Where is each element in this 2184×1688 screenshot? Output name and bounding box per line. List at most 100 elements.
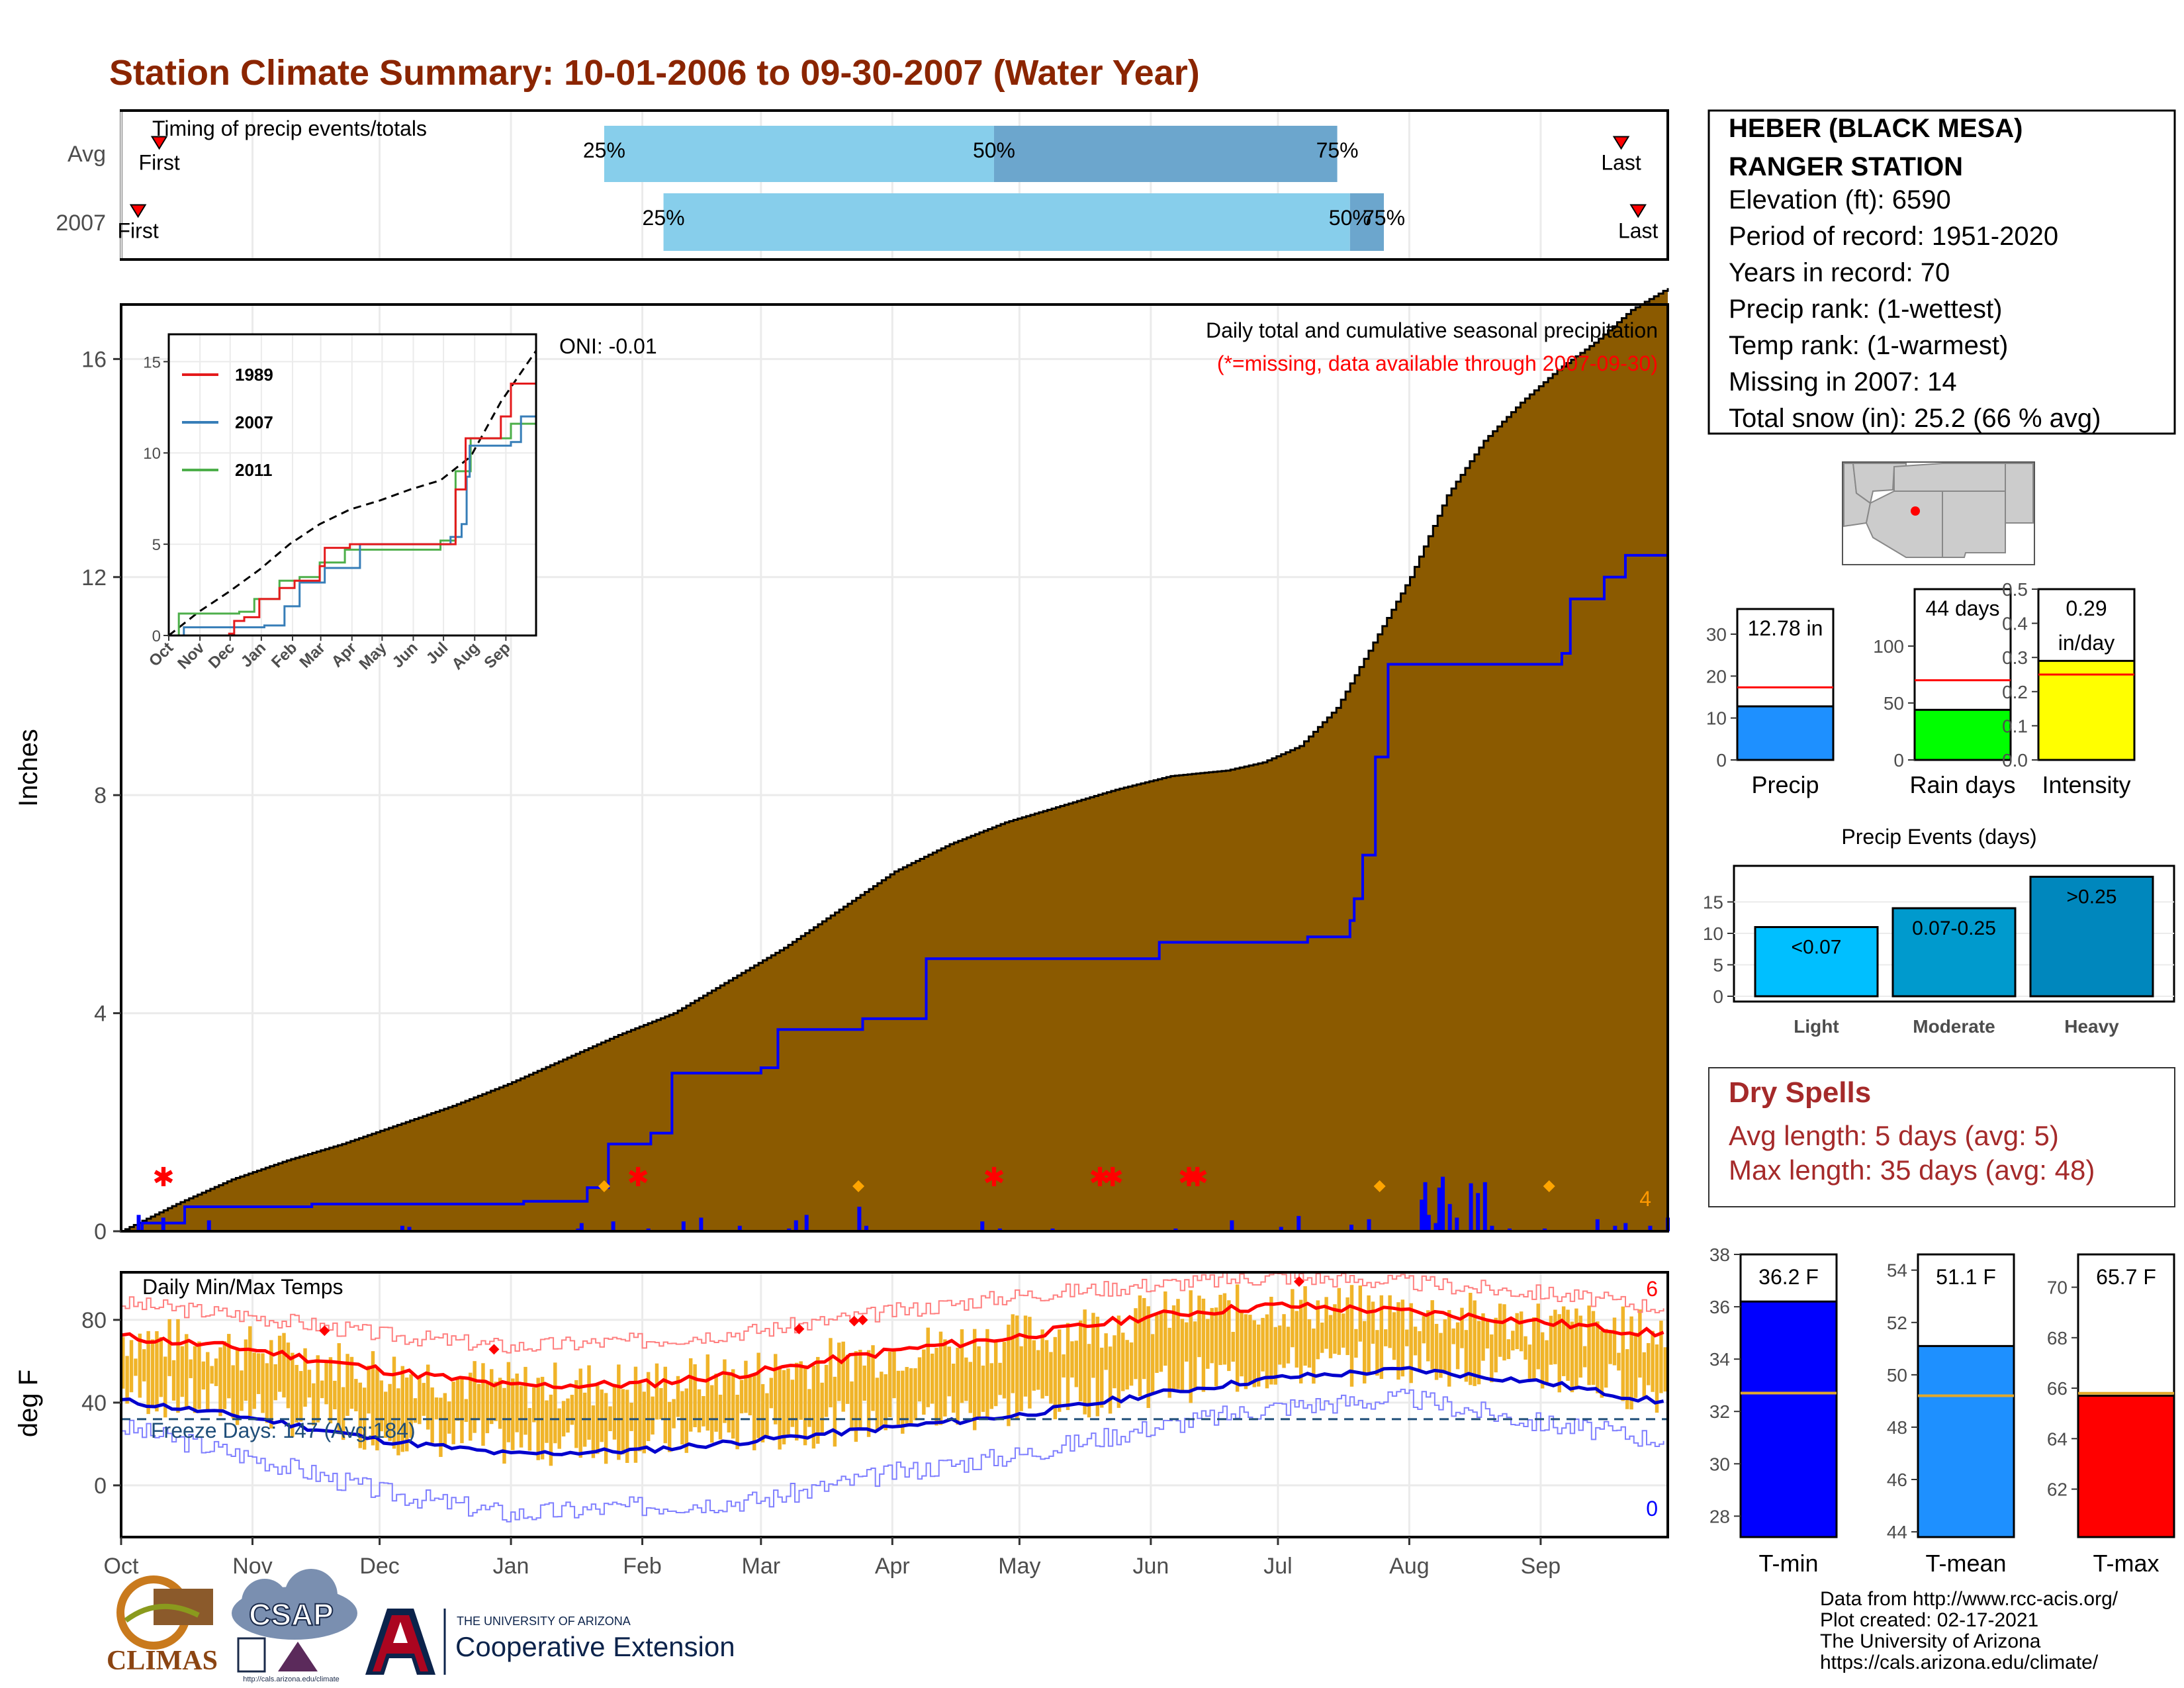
temp-daily-bar (1490, 1334, 1494, 1383)
temp-daily-bars (121, 1284, 1668, 1466)
temp-daily-bar (1430, 1300, 1434, 1370)
temp-daily-bar (841, 1341, 845, 1412)
temp-daily-bar (824, 1364, 829, 1417)
temp-daily-bar (1451, 1328, 1455, 1344)
precip-ytick-label: 4 (94, 1002, 107, 1027)
temp-daily-bar (1108, 1346, 1113, 1414)
timing-avg-last-marker (1612, 136, 1630, 150)
temp-daily-bar (587, 1365, 591, 1440)
temp-daily-bar (799, 1361, 803, 1420)
temp-daily-bar (731, 1369, 735, 1439)
events-category-moderate: Moderate (1913, 1016, 1995, 1037)
temp-daily-bar (591, 1405, 596, 1458)
temp-daily-bar (1511, 1331, 1515, 1351)
temp-daily-bar (1312, 1328, 1316, 1384)
temp-daily-bar (705, 1354, 710, 1431)
temp-daily-bar (1295, 1311, 1299, 1368)
daily-precip-bar (1279, 1227, 1283, 1231)
temp-daily-bar (1248, 1315, 1252, 1384)
inset-ytick-label: 15 (143, 353, 161, 371)
temp-daily-bar (494, 1382, 498, 1421)
temp-daily-bar (1320, 1322, 1324, 1353)
temp-daily-bar (1104, 1333, 1108, 1370)
daily-precip-bar (699, 1217, 704, 1231)
temp-daily-bar (222, 1341, 227, 1409)
inset-ytick-label: 0 (152, 628, 161, 645)
temp-daily-bar (714, 1374, 718, 1432)
precip-value-label: 12.78 in (1748, 616, 1823, 640)
temp-daily-bar (744, 1360, 748, 1413)
daily-precip-bar (1490, 1225, 1494, 1231)
temp-daily-bar (159, 1336, 163, 1397)
temp-ytick-label: 40 (81, 1391, 107, 1416)
footer-line1: Data from http://www.rcc-acis.org/ (1820, 1588, 2118, 1610)
timing-2007-first-label: First (118, 219, 159, 243)
temp-daily-bar (1015, 1315, 1019, 1419)
temp-daily-bar (1473, 1300, 1477, 1386)
temp-daily-bar (1142, 1297, 1146, 1380)
temp-daily-bar (1349, 1285, 1354, 1387)
daily-precip-bar (1297, 1215, 1301, 1231)
temp-daily-bar (545, 1400, 549, 1443)
temp-daily-bar (354, 1379, 358, 1411)
temp-daily-bar (490, 1369, 494, 1425)
temp-daily-bar (748, 1375, 752, 1416)
temp-daily-bar (1256, 1324, 1261, 1387)
temp-daily-bar (231, 1365, 235, 1419)
missing-day-marker: ✱ (627, 1163, 649, 1192)
temp-daily-bar (930, 1353, 934, 1404)
temp-daily-bar (960, 1329, 964, 1403)
temp-daily-bar (833, 1376, 837, 1447)
precip-ytick-label: 0 (94, 1219, 107, 1244)
intensity-label: Intensity (2042, 771, 2130, 798)
raindays-value-label: 44 days (1925, 596, 1999, 620)
temp-daily-bar (803, 1365, 807, 1446)
temp-daily-bar (727, 1374, 731, 1432)
temp-daily-bar (328, 1357, 333, 1424)
temp-daily-bar (549, 1394, 553, 1466)
temp-daily-bar (244, 1339, 248, 1401)
temp-daily-bar (1167, 1327, 1171, 1398)
events-bar-label-light: <0.07 (1792, 937, 1842, 959)
temp-daily-bar (451, 1382, 455, 1444)
timing-row-2007: 2007 (56, 211, 106, 236)
station-name-line2: RANGER STATION (1729, 152, 1963, 181)
csap-url-text: http://cals.arizona.edu/climate (243, 1675, 340, 1683)
inset-ytick-label: 10 (143, 445, 161, 463)
month-tick-label: Feb (623, 1554, 662, 1579)
csap-mountain-icon (278, 1642, 318, 1671)
temp-daily-bar (1040, 1329, 1044, 1399)
tbar-ytick-label: 48 (1887, 1417, 1907, 1438)
temp-daily-bar (1134, 1308, 1138, 1380)
temp-daily-bar (774, 1354, 778, 1425)
month-tick-label: Mar (742, 1554, 781, 1579)
csap-bars-icon (237, 1637, 266, 1673)
temp-daily-bar (1354, 1329, 1358, 1358)
temp-daily-bar (515, 1373, 519, 1432)
tbar-ytick-label: 68 (2047, 1328, 2068, 1348)
temp-daily-bar (1023, 1315, 1028, 1397)
tbar-value-t-max: 65.7 F (2096, 1265, 2156, 1289)
temp-daily-bar (1553, 1309, 1557, 1364)
temp-daily-bar (1384, 1329, 1388, 1346)
missing-day-marker: ✱ (983, 1163, 1005, 1192)
temp-daily-bar (171, 1360, 176, 1401)
intensity-bar (2037, 659, 2136, 761)
temp-daily-bar (345, 1354, 349, 1416)
daily-precip-bar (787, 1228, 792, 1231)
temp-daily-bar (723, 1359, 727, 1423)
temp-daily-bar (341, 1387, 345, 1440)
temp-daily-bar (1434, 1323, 1439, 1380)
daily-precip-bar (646, 1228, 651, 1231)
temp-daily-bar (1570, 1321, 1574, 1393)
temp-daily-bar (1642, 1352, 1647, 1399)
temp-daily-bar (989, 1363, 994, 1409)
temp-daily-bar (1633, 1333, 1638, 1398)
temp-daily-bar (434, 1397, 439, 1420)
temp-daily-bar (892, 1349, 896, 1399)
inset-ytick-label: 5 (152, 536, 161, 554)
temp-daily-bar (298, 1371, 303, 1422)
inset-legend: 1989 2007 2011 (182, 365, 273, 480)
tbar-ytick-label: 50 (1887, 1365, 1907, 1385)
temp-daily-bar (667, 1401, 672, 1452)
